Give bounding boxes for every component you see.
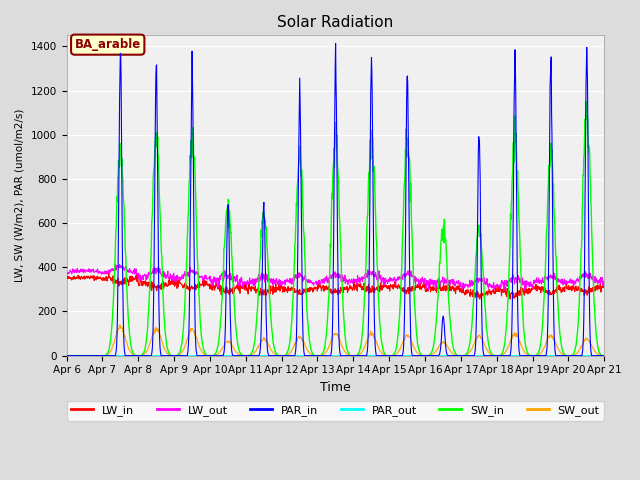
Text: BA_arable: BA_arable xyxy=(75,38,141,51)
LW_out xyxy=(182,272,190,277)
PAR_out xyxy=(182,353,190,359)
PAR_out xyxy=(169,353,177,359)
LW_in xyxy=(477,297,485,302)
PAR_out xyxy=(243,353,250,359)
PAR_out xyxy=(536,353,544,359)
Legend: LW_in, LW_out, PAR_in, PAR_out, SW_in, SW_out: LW_in, LW_out, PAR_in, PAR_out, SW_in, S… xyxy=(67,401,604,420)
PAR_in xyxy=(537,353,545,359)
LW_out xyxy=(500,287,508,293)
LW_in xyxy=(243,284,250,289)
PAR_out xyxy=(419,353,426,359)
LW_out xyxy=(490,282,497,288)
PAR_in xyxy=(600,353,608,359)
Title: Solar Radiation: Solar Radiation xyxy=(277,15,394,30)
PAR_in xyxy=(182,353,190,359)
SW_in xyxy=(536,342,544,348)
LW_in xyxy=(538,286,545,291)
LW_out xyxy=(243,283,250,288)
PAR_in xyxy=(63,353,70,359)
SW_in xyxy=(169,353,177,359)
PAR_out xyxy=(63,353,70,359)
SW_out xyxy=(243,353,250,359)
Line: SW_in: SW_in xyxy=(67,102,604,356)
Line: LW_out: LW_out xyxy=(67,264,604,290)
LW_out xyxy=(170,271,177,276)
SW_out xyxy=(600,353,608,359)
SW_in xyxy=(419,353,426,359)
PAR_in xyxy=(490,353,497,359)
SW_out xyxy=(63,353,70,359)
SW_out xyxy=(490,352,497,358)
SW_out xyxy=(170,353,177,359)
LW_out xyxy=(419,277,427,283)
LW_in xyxy=(170,280,177,286)
PAR_out xyxy=(600,353,608,359)
SW_out xyxy=(182,339,190,345)
SW_out xyxy=(537,350,545,356)
PAR_in xyxy=(332,41,339,47)
X-axis label: Time: Time xyxy=(320,381,351,394)
LW_in xyxy=(63,275,70,281)
PAR_in xyxy=(243,353,250,359)
LW_in xyxy=(105,269,113,275)
Line: PAR_in: PAR_in xyxy=(67,44,604,356)
PAR_in xyxy=(169,353,177,359)
LW_in xyxy=(490,286,497,292)
Y-axis label: LW, SW (W/m2), PAR (umol/m2/s): LW, SW (W/m2), PAR (umol/m2/s) xyxy=(15,109,25,282)
LW_in xyxy=(182,282,190,288)
SW_in xyxy=(63,353,70,359)
LW_out xyxy=(63,270,70,276)
SW_in xyxy=(582,99,590,105)
LW_in xyxy=(419,282,427,288)
SW_out xyxy=(116,322,124,328)
LW_out xyxy=(538,277,545,283)
LW_out xyxy=(116,262,124,267)
PAR_out xyxy=(489,353,497,359)
Line: LW_in: LW_in xyxy=(67,272,604,300)
SW_in xyxy=(182,272,190,277)
LW_in xyxy=(600,284,608,290)
LW_out xyxy=(600,279,608,285)
SW_in xyxy=(489,352,497,358)
SW_in xyxy=(243,353,250,359)
SW_out xyxy=(419,353,427,359)
Line: SW_out: SW_out xyxy=(67,325,604,356)
SW_in xyxy=(600,353,608,359)
PAR_in xyxy=(419,353,427,359)
